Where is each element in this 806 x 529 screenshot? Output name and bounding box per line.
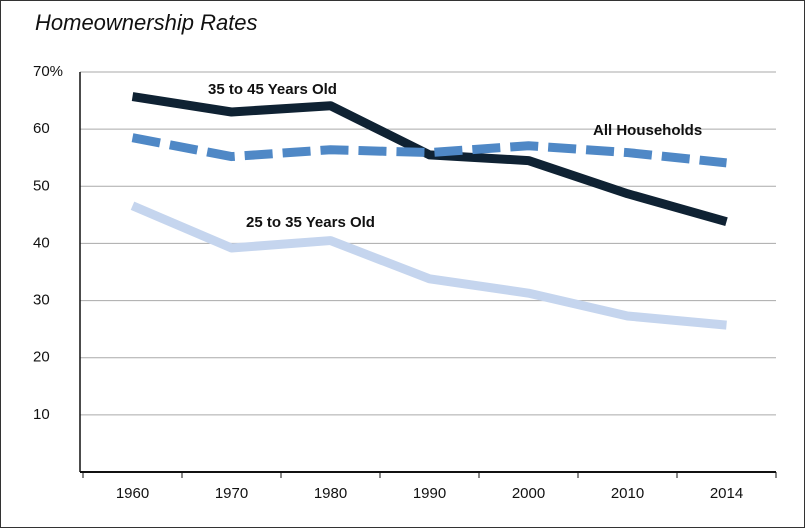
y-tick-label: 10	[33, 406, 50, 423]
series-label: All Households	[593, 122, 702, 139]
x-tick-label: 2000	[512, 485, 545, 502]
series-line	[131, 92, 728, 227]
x-tick-label: 2014	[710, 485, 743, 502]
series-label: 25 to 35 Years Old	[246, 214, 375, 231]
series-label: 35 to 45 Years Old	[208, 81, 337, 98]
y-tick-label: 50	[33, 177, 50, 194]
y-tick-label: 60	[33, 120, 50, 137]
x-tick-label: 2010	[611, 485, 644, 502]
x-tick-label: 1980	[314, 485, 347, 502]
x-tick-label: 1990	[413, 485, 446, 502]
series-line	[131, 133, 727, 168]
y-tick-label: 70%	[33, 63, 63, 80]
y-tick-label: 30	[33, 292, 50, 309]
x-tick-label: 1960	[116, 485, 149, 502]
y-tick-label: 20	[33, 349, 50, 366]
chart-title: Homeownership Rates	[35, 10, 258, 35]
series-line	[130, 201, 727, 330]
y-tick-label: 40	[33, 234, 50, 251]
x-tick-label: 1970	[215, 485, 248, 502]
